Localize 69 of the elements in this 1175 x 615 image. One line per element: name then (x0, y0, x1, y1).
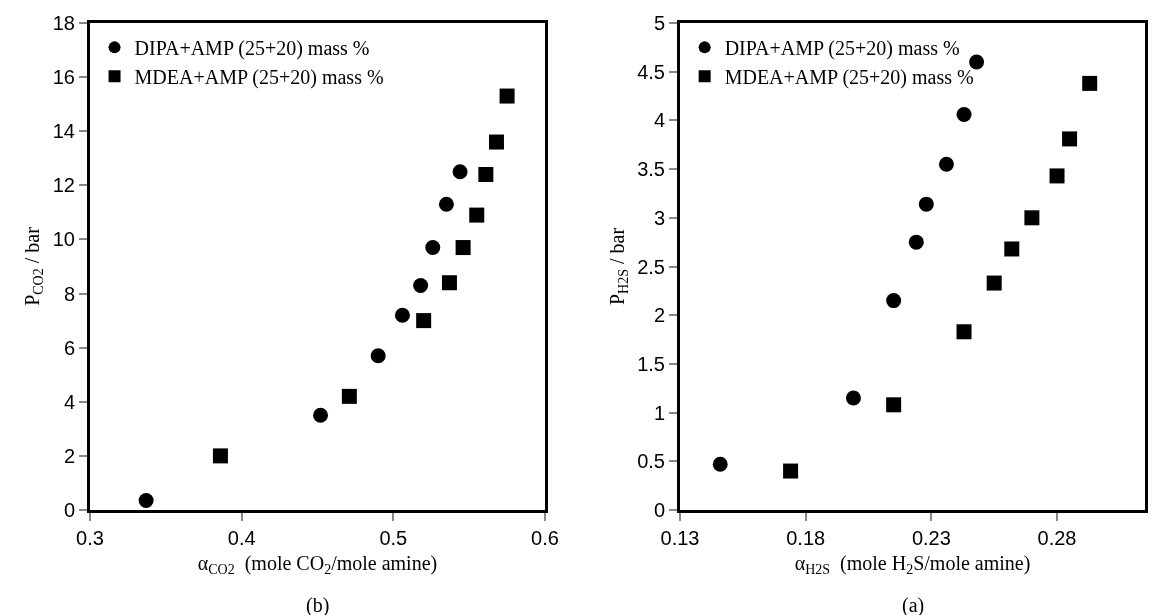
x-tick-label: 0.6 (531, 527, 559, 549)
x-tick-label: 0.18 (786, 527, 826, 549)
point (138, 493, 154, 509)
point (455, 240, 471, 256)
legend-label: DIPA+AMP (25+20) mass % (134, 37, 370, 61)
point (469, 207, 485, 223)
point (938, 156, 954, 172)
legend-label: DIPA+AMP (25+20) mass % (724, 37, 960, 61)
y-tick-label: 2 (63, 444, 75, 467)
point (886, 293, 902, 309)
point (969, 54, 985, 70)
y-tick-label: 1.5 (637, 352, 665, 375)
x-tick-label: 0.3 (76, 527, 104, 549)
y-tick-label: 0.5 (637, 450, 665, 473)
point (438, 196, 454, 212)
point (986, 275, 1002, 291)
point (783, 463, 799, 479)
point (452, 164, 468, 180)
x-tick-label: 0.5 (379, 527, 408, 549)
y-tick-label: 0 (653, 499, 665, 521)
y-tick-label: 12 (52, 174, 75, 197)
point (313, 407, 329, 423)
y-tick-label: 2.5 (637, 255, 665, 278)
y-tick-label: 10 (52, 228, 75, 251)
point (886, 397, 902, 413)
y-tick-label: 4 (63, 390, 75, 413)
x-axis-title: α$_{CO2}$ (mole CO$_{2}$/mole amine) (197, 551, 438, 577)
x-tick-label: 0.28 (1037, 527, 1077, 549)
y-tick-label: 4.5 (637, 60, 665, 83)
point (1024, 210, 1040, 226)
point (212, 448, 228, 464)
point (1082, 75, 1098, 91)
point (712, 456, 728, 472)
point (341, 388, 357, 404)
legend-label: MDEA+AMP (25+20) mass % (134, 66, 384, 90)
y-tick-label: 6 (63, 336, 75, 359)
legend-label: MDEA+AMP (25+20) mass % (724, 66, 974, 90)
x-axis-title: α$_{H2S}$ (mole H$_{2}$S/mole amine) (794, 551, 1031, 577)
y-tick-label: 8 (63, 282, 75, 305)
y-tick-label: 18 (52, 12, 75, 34)
point (918, 196, 934, 212)
point (956, 107, 972, 123)
point (488, 134, 504, 150)
y-tick-label: 3 (653, 206, 665, 229)
x-tick-label: 0.13 (660, 527, 700, 549)
point (394, 307, 410, 323)
point (478, 167, 494, 183)
x-tick-label: 0.4 (227, 527, 256, 549)
point (413, 277, 429, 293)
y-tick-label: 16 (52, 66, 75, 89)
point (956, 324, 972, 340)
y-tick-label: 5 (653, 12, 665, 34)
point (416, 313, 432, 329)
point (499, 88, 515, 104)
y-tick-label: 0 (63, 499, 75, 521)
y-tick-label: 4 (653, 109, 665, 132)
point (908, 234, 924, 250)
point (1004, 241, 1020, 257)
y-tick-label: 3.5 (637, 158, 665, 181)
point (425, 240, 441, 256)
x-tick-label: 0.23 (911, 527, 951, 549)
y-tick-label: 2 (653, 304, 665, 327)
point (1049, 168, 1065, 184)
point (845, 390, 861, 406)
point (370, 348, 386, 364)
point (1062, 131, 1078, 147)
y-tick-label: 1 (653, 401, 665, 424)
y-tick-label: 14 (52, 120, 75, 143)
point (441, 275, 457, 291)
